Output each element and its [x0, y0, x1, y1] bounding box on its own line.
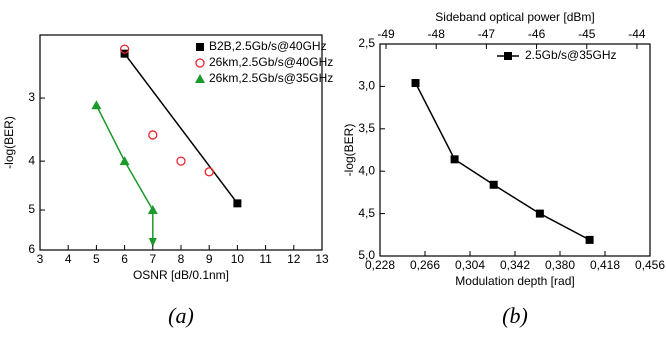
x2-tick-label: -46: [528, 27, 546, 41]
x-axis-label: Modulation depth [rad]: [455, 274, 574, 288]
x-tick-label: 13: [315, 252, 329, 266]
data-point: [91, 100, 102, 110]
x-tick-label: 3: [37, 252, 44, 266]
legend-label: 26km,2.5Gb/s@35GHz: [209, 71, 333, 85]
series-line: [414, 82, 590, 241]
x-tick-label: 5: [93, 252, 100, 266]
x2-tick-label: -48: [428, 27, 446, 41]
x2-tick-label: -47: [478, 27, 496, 41]
x-tick-label: 6: [121, 252, 128, 266]
plot-frame: [379, 43, 651, 257]
series-line: [124, 53, 238, 204]
legend-marker: [504, 52, 512, 60]
x-tick-label: 0,418: [590, 258, 620, 272]
y-tick-label: 2,5: [358, 36, 375, 50]
legend-label: 2.5Gb/s@35GHz: [525, 48, 617, 62]
x-tick-label: 10: [231, 252, 245, 266]
caption: (b): [502, 303, 528, 328]
x-axis-label: OSNR [dB/0.1nm]: [133, 268, 229, 282]
x-tick-label: 0,456: [635, 258, 665, 272]
x-tick-label: 0,228: [365, 258, 395, 272]
x-tick-label: 9: [206, 252, 213, 266]
x-tick-label: 7: [149, 252, 156, 266]
y-tick-label: 4: [28, 153, 35, 167]
x-tick-label: 8: [178, 252, 185, 266]
legend-label: 26km,2.5Gb/s@40GHz: [209, 55, 333, 69]
y-tick-label: 3,0: [358, 79, 375, 93]
data-point: [489, 180, 498, 189]
arrow-head: [148, 238, 157, 247]
data-point: [148, 130, 158, 140]
y-tick-label: 6: [28, 242, 35, 256]
caption: (a): [168, 303, 194, 328]
x-tick-label: 0,342: [500, 258, 530, 272]
legend-marker: [195, 58, 205, 68]
x-tick-label: 0,380: [545, 258, 575, 272]
y-axis-label: -log(BER): [2, 116, 16, 169]
y-axis-label: -log(BER): [342, 124, 356, 177]
y-tick-label: 4,0: [358, 163, 375, 177]
data-point: [147, 205, 158, 215]
x2-tick-label: -45: [578, 27, 596, 41]
x-tick-label: 0,266: [410, 258, 440, 272]
data-point: [450, 155, 459, 164]
x2-axis-label: Sideband optical power [dBm]: [435, 10, 594, 24]
x2-tick-label: -44: [628, 27, 646, 41]
legend-marker: [196, 43, 204, 51]
x-tick-label: 0,304: [455, 258, 485, 272]
y-tick-label: 5,0: [358, 248, 375, 262]
legend-label: B2B,2.5Gb/s@40GHz: [209, 39, 327, 53]
y-tick-label: 3,5: [358, 121, 375, 135]
data-point: [119, 44, 130, 54]
data-point: [585, 235, 594, 244]
data-point: [204, 167, 214, 177]
data-point: [535, 209, 544, 218]
y-tick-label: 3: [28, 90, 35, 104]
data-point: [176, 156, 186, 166]
y-tick-label: 4,5: [358, 206, 375, 220]
legend-marker: [195, 74, 205, 83]
data-point: [411, 79, 420, 88]
data-point: [233, 199, 242, 208]
x-tick-label: 11: [259, 252, 272, 266]
x2-tick-label: -49: [377, 27, 395, 41]
x-tick-label: 12: [287, 252, 301, 266]
data-point: [119, 156, 130, 166]
y-tick-label: 5: [28, 202, 35, 216]
x-tick-label: 4: [65, 252, 72, 266]
